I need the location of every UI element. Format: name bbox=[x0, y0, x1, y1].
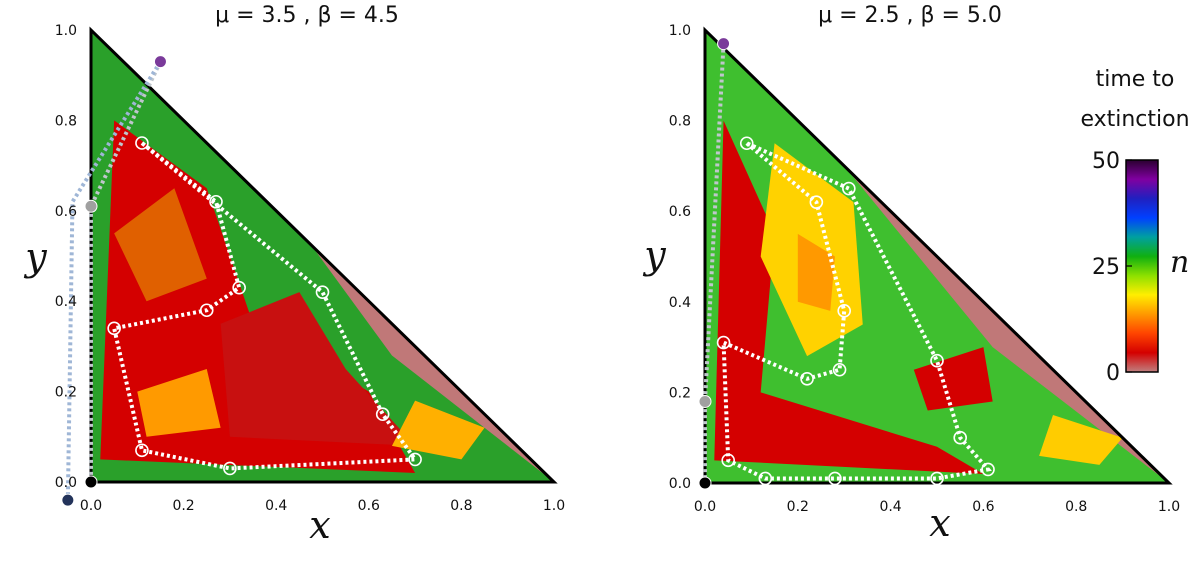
y-tick-label: 1.0 bbox=[669, 23, 691, 39]
colorbar-title-line2: extinction bbox=[1080, 107, 1189, 132]
x-tick-label: 0.0 bbox=[80, 498, 102, 514]
fixed-point-marker bbox=[84, 199, 98, 213]
x-tick-label: 0.2 bbox=[172, 498, 194, 514]
orbit-point bbox=[721, 453, 736, 468]
heatmap-region bbox=[1039, 415, 1123, 465]
orbit-point bbox=[739, 136, 754, 151]
y-tick-label: 0.0 bbox=[55, 475, 77, 491]
panel-left-title: μ = 3.5 , β = 4.5 bbox=[215, 3, 399, 28]
heatmap-region bbox=[220, 292, 416, 446]
panel-right-y-label: y bbox=[642, 233, 666, 277]
orbit-point bbox=[223, 461, 237, 476]
panel-left-x-ticks: 0.0 0.2 0.4 0.6 0.8 1.0 bbox=[80, 498, 565, 514]
orbit-point bbox=[408, 452, 422, 467]
y-tick-label: 0.8 bbox=[55, 113, 77, 129]
x-tick-label: 0.0 bbox=[694, 499, 716, 515]
fixed-point-marker bbox=[61, 493, 75, 507]
colorbar-tick-label: 25 bbox=[1092, 255, 1120, 280]
fixed-point-marker bbox=[84, 475, 98, 489]
colorbar-variable: n bbox=[1170, 245, 1189, 280]
panel-right-x-ticks: 0.0 0.2 0.4 0.6 0.8 1.0 bbox=[694, 499, 1180, 515]
y-tick-label: 0.4 bbox=[669, 295, 691, 311]
x-tick-label: 0.2 bbox=[787, 499, 809, 515]
panel-right-y-ticks: 0.0 0.2 0.4 0.6 0.8 1.0 bbox=[669, 23, 691, 492]
orbit-point bbox=[209, 194, 223, 209]
white-dotted-orbit bbox=[111, 141, 419, 471]
orbit-point bbox=[199, 303, 214, 318]
white-dotted-orbit bbox=[721, 141, 992, 481]
colorbar-tick-label: 0 bbox=[1106, 361, 1120, 386]
colorbar-tick-label: 50 bbox=[1092, 149, 1120, 174]
panel-right-title: μ = 2.5 , β = 5.0 bbox=[818, 3, 1002, 28]
panel-right-trajectories bbox=[698, 37, 995, 490]
y-tick-label: 1.0 bbox=[55, 23, 77, 39]
orbit-point bbox=[842, 181, 856, 196]
orbit-point bbox=[315, 285, 330, 299]
x-tick-label: 0.8 bbox=[1065, 499, 1087, 515]
panel-left-trajectories bbox=[61, 55, 422, 507]
heatmap-region bbox=[913, 347, 993, 411]
orbit-point bbox=[135, 443, 149, 458]
fixed-point-marker bbox=[153, 55, 167, 69]
x-tick-label: 0.6 bbox=[358, 498, 380, 514]
fixed-point-marker bbox=[698, 476, 712, 490]
orbit-point bbox=[375, 407, 390, 422]
x-tick-label: 1.0 bbox=[1158, 499, 1180, 515]
colorbar-title-line1: time to bbox=[1096, 67, 1175, 92]
orbit-point bbox=[809, 195, 824, 209]
colorbar-ticks: 50 25 0 bbox=[1092, 149, 1132, 386]
orbit-point bbox=[953, 430, 968, 445]
fixed-point-marker bbox=[717, 37, 731, 51]
panel-left-x-label: x bbox=[309, 503, 330, 547]
heatmap-region bbox=[137, 369, 221, 437]
orbit-point bbox=[716, 335, 731, 350]
orbit-point bbox=[837, 304, 852, 318]
orbit-point bbox=[758, 471, 773, 486]
y-tick-label: 0.4 bbox=[55, 294, 77, 310]
panel-right-x-label: x bbox=[929, 501, 950, 545]
heatmap-region bbox=[714, 120, 984, 474]
y-tick-label: 0.8 bbox=[669, 114, 691, 130]
x-tick-label: 0.4 bbox=[879, 499, 901, 515]
orbit-point bbox=[232, 280, 246, 295]
x-tick-label: 0.4 bbox=[265, 498, 287, 514]
panel-left: μ = 3.5 , β = 4.5 0.0 0.2 0.4 0.6 0.8 1.0 0.0… bbox=[23, 3, 565, 547]
orbit-point bbox=[930, 353, 944, 368]
orbit-point bbox=[981, 462, 995, 477]
orbit-point bbox=[832, 362, 847, 377]
y-tick-label: 0.6 bbox=[669, 204, 691, 220]
orbit-point bbox=[828, 471, 842, 486]
panel-left-y-label: y bbox=[23, 235, 47, 279]
x-tick-label: 0.8 bbox=[450, 498, 472, 514]
colorbar: time to extinction 50 25 0 n bbox=[1080, 67, 1189, 386]
panel-right-simplex-border bbox=[703, 26, 1173, 485]
orbit-point bbox=[930, 471, 944, 486]
y-tick-label: 0.6 bbox=[55, 204, 77, 220]
heatmap-region bbox=[114, 188, 207, 302]
panel-left-y-ticks: 0.0 0.2 0.4 0.6 0.8 1.0 bbox=[55, 23, 77, 491]
blue-dotted-path bbox=[65, 60, 163, 501]
heatmap-region bbox=[797, 233, 835, 311]
y-tick-label: 0.2 bbox=[55, 385, 77, 401]
x-tick-label: 1.0 bbox=[543, 498, 565, 514]
x-tick-label: 0.6 bbox=[972, 499, 994, 515]
gray-dotted-path bbox=[89, 60, 163, 482]
y-tick-label: 0.2 bbox=[669, 385, 691, 401]
fixed-point-marker bbox=[698, 394, 712, 408]
orbit-point bbox=[800, 372, 814, 386]
orbit-point bbox=[135, 136, 149, 150]
y-tick-label: 0.0 bbox=[669, 476, 691, 492]
orbit-point bbox=[107, 321, 121, 336]
panel-right: μ = 2.5 , β = 5.0 0.0 0.2 0.4 0.6 0.8 1.0 0.0… bbox=[642, 3, 1180, 545]
heatmap-region bbox=[391, 400, 485, 460]
